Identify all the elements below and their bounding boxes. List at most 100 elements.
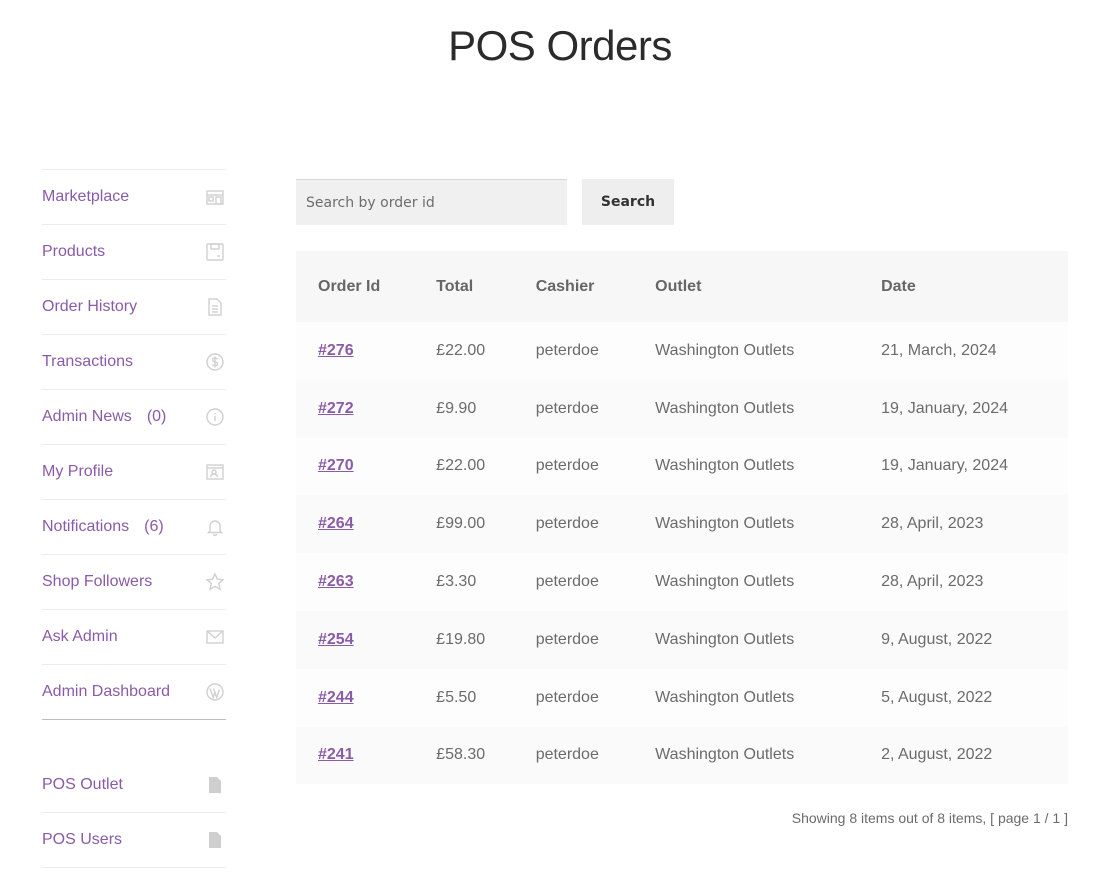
search-input[interactable] (296, 179, 567, 225)
news-count-badge: (0) (146, 408, 167, 425)
date-cell: 5, August, 2022 (859, 668, 1068, 727)
outlet-cell: Washington Outlets (633, 322, 860, 380)
sidebar-item-ask-admin[interactable]: Ask Admin (42, 610, 226, 665)
sidebar-menu: Marketplace Products Order History Trans… (42, 169, 226, 720)
cashier-cell: peterdoe (513, 668, 634, 727)
date-cell: 21, March, 2024 (859, 322, 1068, 380)
total-cell: £22.00 (414, 322, 514, 380)
outlet-cell: Washington Outlets (633, 726, 860, 785)
order-id-cell: #270 (296, 437, 415, 496)
order-link[interactable]: #272 (318, 399, 354, 417)
table-row: #263 £3.30 peterdoe Washington Outlets 2… (296, 553, 1068, 611)
outlet-cell: Washington Outlets (633, 437, 860, 496)
outlet-cell: Washington Outlets (633, 610, 860, 669)
order-link[interactable]: #264 (318, 515, 354, 533)
order-id-cell: #272 (296, 379, 415, 438)
search-button[interactable]: Search (582, 179, 674, 225)
order-link[interactable]: #244 (318, 688, 354, 706)
info-circle-icon (204, 406, 226, 428)
order-id-cell: #244 (296, 668, 415, 727)
total-cell: £19.80 (414, 610, 514, 669)
outlet-cell: Washington Outlets (633, 495, 860, 554)
cashier-cell: peterdoe (513, 322, 634, 380)
table-row: #270 £22.00 peterdoe Washington Outlets … (296, 437, 1068, 496)
pos-menu: POS Outlet POS Users (42, 758, 226, 868)
column-header-cashier: Cashier (513, 251, 634, 322)
cashier-cell: peterdoe (513, 379, 634, 438)
order-id-cell: #276 (296, 322, 415, 380)
product-box-icon (204, 241, 226, 263)
order-link[interactable]: #263 (318, 573, 354, 591)
table-row: #254 £19.80 peterdoe Washington Outlets … (296, 610, 1068, 669)
profile-card-icon (204, 461, 226, 483)
order-link[interactable]: #276 (318, 341, 354, 359)
cashier-cell: peterdoe (513, 495, 634, 554)
total-cell: £3.30 (414, 553, 514, 611)
sidebar-item-label: Marketplace (42, 188, 130, 205)
column-header-order-id: Order Id (296, 251, 415, 322)
cashier-cell: peterdoe (513, 726, 634, 785)
cashier-cell: peterdoe (513, 610, 634, 669)
column-header-total: Total (414, 251, 514, 322)
order-id-cell: #254 (296, 610, 415, 669)
sidebar-item-admin-dashboard[interactable]: Admin Dashboard (42, 665, 226, 720)
sidebar-nav: Marketplace Products Order History Trans… (42, 169, 226, 720)
order-id-cell: #263 (296, 553, 415, 611)
sidebar-item-label: POS Users (42, 831, 123, 848)
sidebar-item-my-profile[interactable]: My Profile (42, 445, 226, 500)
envelope-icon (204, 626, 226, 648)
sidebar-item-pos-outlet[interactable]: POS Outlet (42, 758, 226, 813)
sidebar-item-label-group: Admin News (0) (42, 408, 166, 426)
page-title: POS Orders (448, 22, 672, 69)
sidebar-item-label: POS Outlet (42, 776, 123, 793)
sidebar-item-shop-followers[interactable]: Shop Followers (42, 555, 226, 610)
dollar-circle-icon (204, 351, 226, 373)
sidebar-item-label: My Profile (42, 463, 114, 480)
table-row: #276 £22.00 peterdoe Washington Outlets … (296, 322, 1068, 380)
sidebar-item-pos-users[interactable]: POS Users (42, 813, 226, 868)
table-row: #264 £99.00 peterdoe Washington Outlets … (296, 495, 1068, 554)
notifications-count-badge: (6) (144, 518, 164, 535)
sidebar-item-label: Order History (42, 298, 138, 315)
total-cell: £9.90 (414, 379, 514, 438)
date-cell: 28, April, 2023 (859, 495, 1068, 554)
orders-table: Order Id Total Cashier Outlet Date #276 … (296, 251, 1068, 785)
order-link[interactable]: #241 (318, 746, 354, 764)
table-row: #272 £9.90 peterdoe Washington Outlets 1… (296, 379, 1068, 438)
sidebar-item-marketplace[interactable]: Marketplace (42, 170, 226, 225)
wordpress-icon (204, 681, 226, 703)
file-icon (204, 774, 226, 796)
sidebar-item-order-history[interactable]: Order History (42, 280, 226, 335)
cashier-cell: peterdoe (513, 437, 634, 496)
total-cell: £58.30 (414, 726, 514, 785)
star-icon (204, 571, 226, 593)
table-header-row: Order Id Total Cashier Outlet Date (296, 251, 1068, 322)
date-cell: 9, August, 2022 (859, 610, 1068, 669)
total-cell: £99.00 (414, 495, 514, 554)
sidebar-item-notifications[interactable]: Notifications (6) (42, 500, 226, 555)
outlet-cell: Washington Outlets (633, 379, 860, 438)
order-link[interactable]: #270 (318, 457, 354, 475)
sidebar-item-label-group: Notifications (6) (42, 518, 164, 536)
sidebar-item-transactions[interactable]: Transactions (42, 335, 226, 390)
table-row: #244 £5.50 peterdoe Washington Outlets 5… (296, 668, 1068, 727)
file-icon (204, 829, 226, 851)
column-header-date: Date (859, 251, 1068, 322)
cashier-cell: peterdoe (513, 553, 634, 611)
sidebar-item-label: Ask Admin (42, 628, 118, 645)
order-link[interactable]: #254 (318, 630, 354, 648)
total-cell: £5.50 (414, 668, 514, 727)
date-cell: 19, January, 2024 (859, 437, 1068, 496)
date-cell: 28, April, 2023 (859, 553, 1068, 611)
store-icon (204, 186, 226, 208)
sidebar-item-label: Transactions (42, 353, 133, 370)
sidebar-item-label: Notifications (42, 518, 130, 535)
sidebar-item-label: Admin News (42, 408, 132, 425)
order-id-cell: #264 (296, 495, 415, 554)
pagination-info: Showing 8 items out of 8 items, [ page 1… (791, 810, 1068, 826)
bell-icon (204, 516, 226, 538)
sidebar-item-label: Shop Followers (42, 573, 153, 590)
sidebar-item-admin-news[interactable]: Admin News (0) (42, 390, 226, 445)
document-icon (204, 296, 226, 318)
sidebar-item-products[interactable]: Products (42, 225, 226, 280)
